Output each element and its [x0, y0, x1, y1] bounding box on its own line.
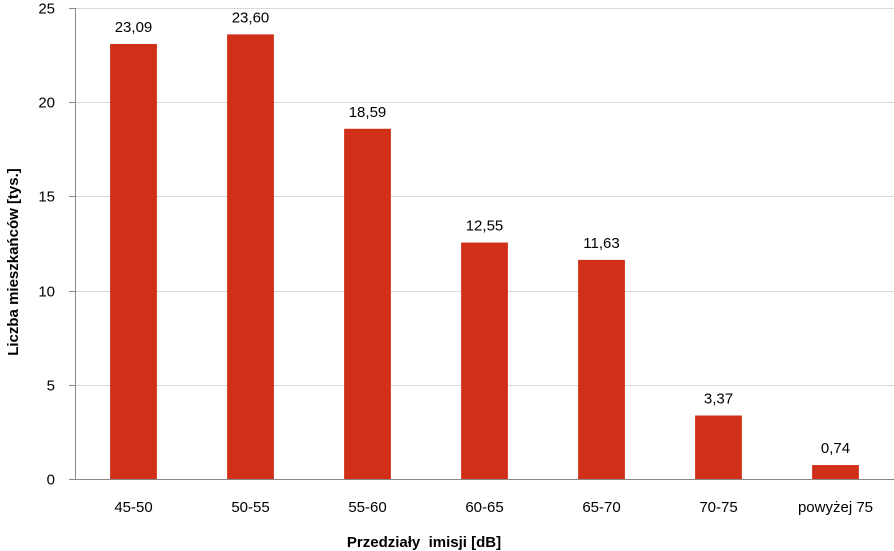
y-tick-label: 25 [38, 1, 55, 18]
x-tick-label: 70-75 [699, 499, 737, 516]
axes: 0 5 10 15 20 25 45-50 50-55 55-60 60-65 65-70 70-75… [38, 1, 894, 516]
y-tick-label: 10 [38, 284, 55, 301]
x-tick-label: 55-60 [348, 499, 386, 516]
data-labels: 23,09 23,60 18,59 12,55 11,63 3,37 0,74 [115, 9, 850, 457]
x-tick-label: powyżej 75 [798, 499, 873, 516]
y-tick-label: 20 [38, 95, 55, 112]
bar-value-label: 23,60 [232, 9, 270, 26]
x-tick-label: 50-55 [231, 499, 269, 516]
y-axis-title: Liczba mieszkańców [tys.] [5, 168, 22, 356]
bar [812, 465, 859, 479]
bars [110, 34, 859, 479]
bar [227, 34, 274, 479]
y-tick-label: 15 [38, 189, 55, 206]
bar-value-label: 0,74 [821, 440, 850, 457]
bar-value-label: 3,37 [704, 391, 733, 408]
bar [344, 128, 391, 479]
grid-lines [75, 8, 894, 386]
y-tick-label: 5 [47, 378, 55, 395]
bar-value-label: 12,55 [466, 218, 504, 235]
x-tick-label: 65-70 [582, 499, 620, 516]
bar [695, 415, 742, 479]
bar-value-label: 23,09 [115, 19, 153, 36]
x-axis-title: Przedziały imisji [dB] [347, 534, 501, 551]
bar-value-label: 18,59 [349, 104, 387, 121]
bar [110, 43, 157, 479]
y-tick-label: 0 [47, 472, 55, 489]
bar [461, 242, 508, 479]
bar-value-label: 11,63 [583, 235, 619, 252]
bar [578, 259, 625, 479]
x-tick-label: 60-65 [465, 499, 503, 516]
x-tick-label: 45-50 [114, 499, 152, 516]
